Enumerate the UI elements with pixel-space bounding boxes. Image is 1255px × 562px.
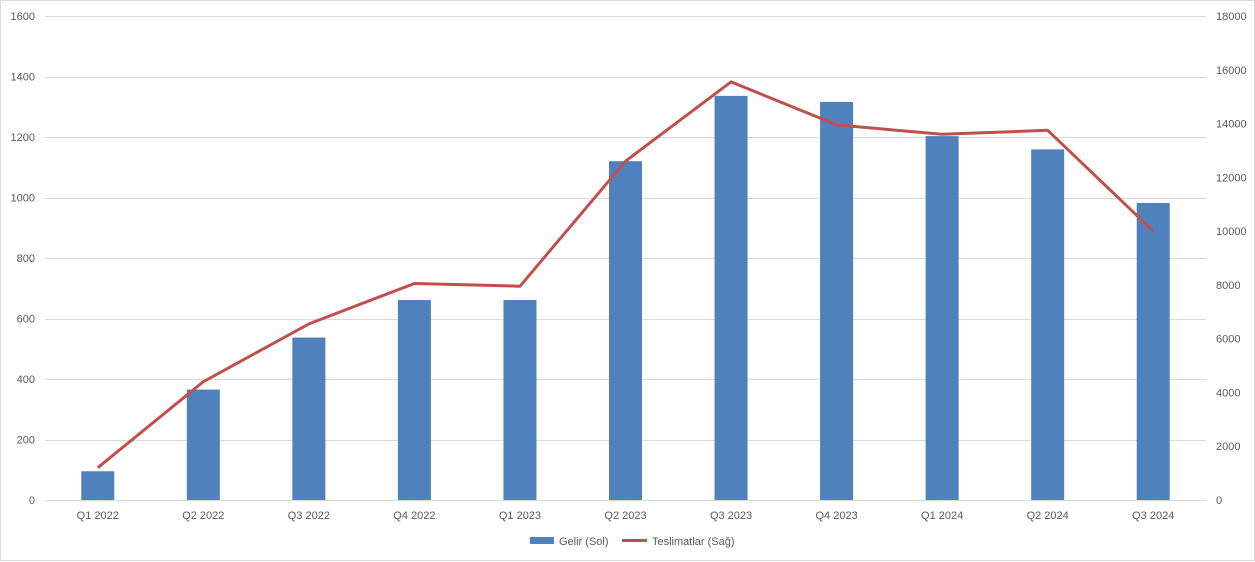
right-axis-ticks: 0 2000 4000 6000 8000 10000 12000 14000 16000 180… bbox=[1216, 11, 1247, 507]
left-tick-label: 1200 bbox=[11, 132, 35, 144]
right-tick-label: 14000 bbox=[1216, 119, 1247, 131]
right-tick-label: 0 bbox=[1216, 495, 1222, 507]
right-tick-label: 8000 bbox=[1216, 280, 1240, 292]
right-tick-label: 4000 bbox=[1216, 387, 1240, 399]
right-tick-label: 10000 bbox=[1216, 226, 1247, 238]
revenue-bar bbox=[292, 337, 326, 500]
right-tick-label: 18000 bbox=[1216, 11, 1247, 23]
legend: Gelir (Sol) Teslimatlar (Sağ) bbox=[530, 536, 735, 548]
x-tick-label: Q4 2023 bbox=[815, 510, 857, 522]
x-tick-label: Q3 2023 bbox=[710, 510, 752, 522]
revenue-bars bbox=[81, 95, 1170, 501]
left-tick-label: 1400 bbox=[11, 72, 35, 84]
right-tick-label: 16000 bbox=[1216, 65, 1247, 77]
revenue-bar bbox=[1031, 149, 1065, 500]
left-axis-ticks: 0 200 400 600 800 1000 1200 1400 1600 bbox=[11, 11, 35, 507]
left-tick-label: 200 bbox=[17, 435, 35, 447]
x-tick-label: Q2 2023 bbox=[604, 510, 646, 522]
revenue-bar bbox=[81, 471, 115, 500]
x-tick-label: Q4 2022 bbox=[393, 510, 435, 522]
x-tick-label: Q3 2022 bbox=[288, 510, 330, 522]
left-tick-label: 0 bbox=[29, 495, 35, 507]
left-tick-label: 400 bbox=[17, 374, 35, 386]
x-tick-label: Q1 2024 bbox=[921, 510, 963, 522]
legend-swatch-revenue bbox=[530, 537, 554, 544]
left-tick-label: 800 bbox=[17, 253, 35, 265]
x-tick-label: Q3 2024 bbox=[1132, 510, 1174, 522]
left-tick-label: 600 bbox=[17, 314, 35, 326]
legend-label-deliveries: Teslimatlar (Sağ) bbox=[652, 536, 735, 548]
x-tick-label: Q1 2023 bbox=[499, 510, 541, 522]
x-tick-label: Q2 2022 bbox=[182, 510, 224, 522]
deliveries-line-group bbox=[96, 80, 1155, 469]
right-tick-label: 6000 bbox=[1216, 334, 1240, 346]
legend-label-revenue: Gelir (Sol) bbox=[559, 536, 609, 548]
right-tick-label: 2000 bbox=[1216, 441, 1240, 453]
revenue-bar bbox=[503, 300, 537, 500]
revenue-bar bbox=[186, 389, 220, 500]
x-tick-label: Q1 2022 bbox=[77, 510, 119, 522]
x-tick-label: Q2 2024 bbox=[1027, 510, 1069, 522]
revenue-bar bbox=[397, 300, 431, 500]
revenue-bar bbox=[925, 136, 959, 500]
deliveries-line bbox=[96, 80, 1155, 469]
left-tick-label: 1000 bbox=[11, 193, 35, 205]
revenue-bar bbox=[820, 101, 854, 500]
revenue-bar bbox=[714, 95, 748, 501]
revenue-bar bbox=[1136, 202, 1170, 500]
left-tick-label: 1600 bbox=[11, 11, 35, 23]
x-axis-ticks: Q1 2022 Q2 2022 Q3 2022 Q4 2022 Q1 2023 Q2 20… bbox=[77, 510, 1175, 522]
revenue-bar bbox=[609, 161, 642, 500]
right-tick-label: 12000 bbox=[1216, 172, 1247, 184]
